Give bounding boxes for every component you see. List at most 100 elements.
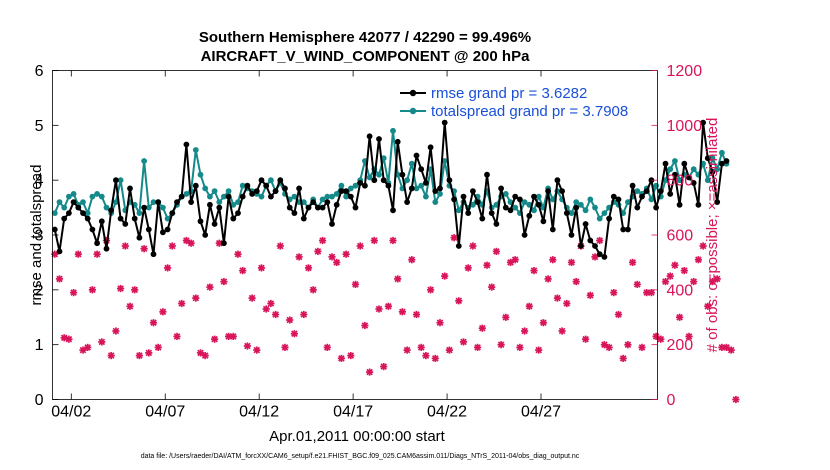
series-point-rmse [169,210,176,217]
obs-marker [351,280,360,288]
obs-marker [135,352,143,360]
legend-label-totalspread: totalspread grand pr = 3.7908 [431,103,628,120]
obs-marker [535,346,543,354]
series-point-rmse [211,221,218,227]
series-point-rmse [333,201,340,208]
obs-marker [647,289,656,297]
series-point-rmse [488,210,495,217]
obs-marker [112,327,120,335]
obs-marker [356,242,364,250]
obs-marker-stroke [483,261,491,269]
series-point-rmse [272,188,279,195]
series-point-rmse [150,251,157,258]
series-point-rmse [578,243,584,249]
series-point-totalspread [672,158,678,164]
x-tick-label: 04/17 [333,404,373,421]
obs-marker-stroke [70,289,77,296]
obs-marker [173,332,181,340]
series-point-rmse [178,193,185,200]
obs-marker-stroke [399,308,406,316]
obs-marker-stroke [356,242,364,250]
obs-marker [281,343,289,351]
series-point-totalspread [653,182,659,189]
series-point-rmse [258,177,265,184]
obs-marker [131,286,139,294]
obs-marker [272,310,280,319]
obs-marker [619,354,627,362]
obs-marker-stroke [385,302,392,310]
series-point-totalspread [333,191,340,197]
obs-marker [107,352,115,360]
obs-marker-stroke [727,346,735,354]
obs-marker-stroke [709,278,716,285]
series-point-rmse [188,199,195,206]
series-point-rmse [531,193,537,200]
y-axis-label-left: rmse and totalspread [28,165,45,306]
x-tick-label: 04/22 [427,404,467,421]
obs-marker [516,343,524,351]
series-point-totalspread [596,215,603,222]
series-point-totalspread [714,166,721,173]
series-point-rmse [657,188,664,195]
legend-marker-rmse [409,89,417,97]
series-point-rmse [676,201,683,208]
y-right-tick-label: 200 [667,337,694,354]
obs-marker-stroke [164,264,171,272]
obs-marker-stroke [370,237,378,244]
series-point-rmse [423,180,429,186]
obs-marker [88,286,97,294]
obs-marker [657,335,665,343]
series-point-totalspread [117,177,124,184]
obs-marker-stroke [286,316,294,324]
series-point-rmse [723,158,730,164]
series-point-rmse [418,166,425,173]
obs-marker-stroke [502,313,510,321]
series-point-rmse [244,182,251,189]
series-point-totalspread [709,155,716,162]
series-point-totalspread [291,193,298,200]
series-point-rmse [700,119,706,126]
obs-marker-stroke [521,327,528,335]
obs-marker [121,242,129,250]
series-point-rmse [66,210,72,217]
obs-marker-stroke [145,349,153,357]
series-point-rmse [446,177,453,184]
obs-marker [708,278,717,286]
series-point-rmse [625,226,631,233]
series-point-totalspread [601,210,608,217]
obs-marker-stroke [403,346,411,354]
series-point-rmse [89,226,96,233]
series-point-totalspread [704,177,711,184]
obs-marker [492,247,500,255]
obs-marker-stroke [272,311,279,318]
series-point-rmse [535,201,542,208]
obs-marker [690,278,698,286]
obs-marker [380,363,388,371]
obs-marker-stroke [352,281,359,288]
obs-marker [417,343,425,351]
series-point-totalspread [145,204,152,211]
obs-marker [614,310,623,319]
series-point-totalspread [136,210,143,217]
series-point-rmse [127,185,133,192]
obs-marker [600,341,609,349]
obs-marker-stroke [98,338,106,346]
series-point-rmse [380,177,387,184]
obs-marker [389,236,397,245]
obs-marker-stroke [516,344,524,351]
obs-marker [520,327,529,335]
obs-marker-stroke [295,253,303,261]
series-point-rmse [643,188,650,195]
series-point-totalspread [667,166,674,173]
series-point-totalspread [437,191,443,197]
y-right-tick-label: 600 [667,228,694,245]
series-point-rmse [197,218,204,225]
series-point-totalspread [211,188,218,195]
obs-marker-stroke [74,250,82,258]
obs-marker [370,236,378,245]
obs-marker-stroke [65,335,73,343]
obs-marker [229,332,237,340]
series-line-totalspread [53,129,728,220]
obs-marker [300,310,308,319]
series-point-rmse [305,204,312,211]
